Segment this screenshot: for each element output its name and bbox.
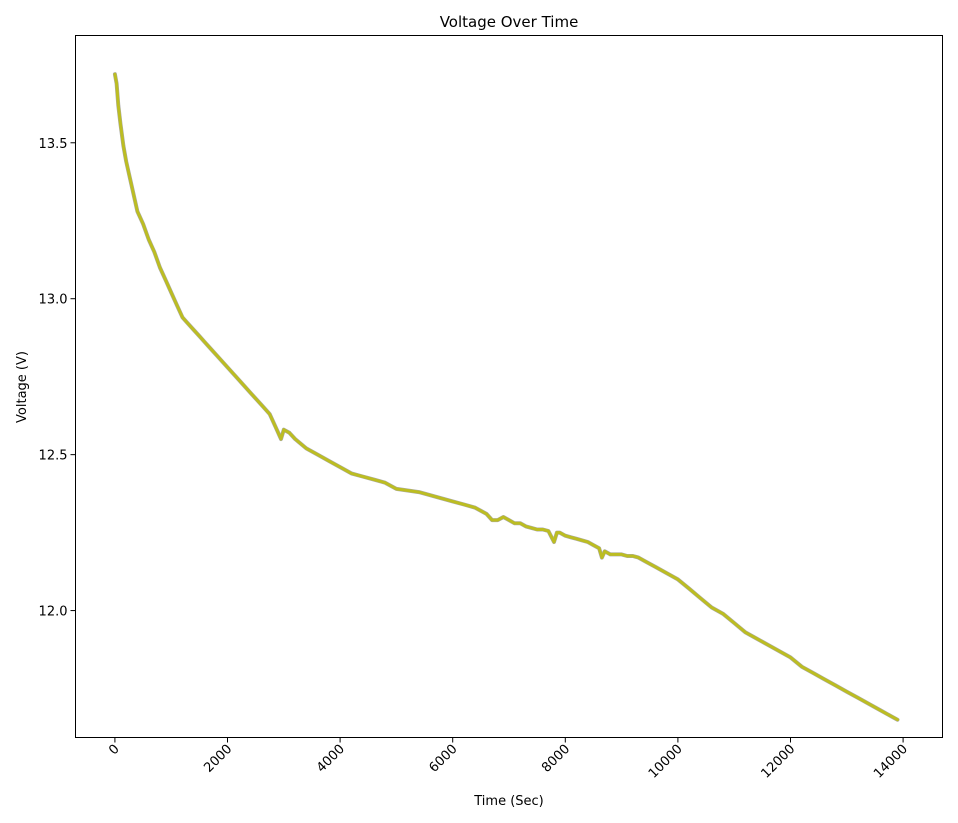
y-tick-label: 13.0	[39, 293, 68, 308]
x-tick-label: 10000	[646, 742, 686, 782]
x-tick-label: 6000	[427, 742, 461, 776]
y-tick-label: 13.5	[39, 137, 68, 152]
x-tick-label: 0	[106, 742, 122, 758]
x-axis-label: Time (Sec)	[473, 794, 544, 809]
y-axis: 12.0 12.5 13.0 13.5	[39, 137, 76, 620]
plot-area	[75, 35, 943, 738]
x-axis: 0 2000 4000 6000 8000 10000 12000 14000	[106, 737, 911, 782]
x-tick-label: 8000	[539, 742, 573, 776]
x-tick-label: 12000	[758, 742, 798, 782]
y-tick-label: 12.0	[39, 605, 68, 620]
plot-frame	[75, 35, 943, 738]
x-tick-label: 14000	[871, 742, 911, 782]
voltage-series-line	[113, 72, 899, 722]
x-tick-label: 4000	[314, 742, 348, 776]
x-tick-label: 2000	[201, 742, 235, 776]
voltage-series-shadow	[112, 72, 900, 722]
y-axis-label: Voltage (V)	[15, 351, 30, 423]
y-tick-label: 12.5	[39, 449, 68, 464]
chart-title: Voltage Over Time	[440, 13, 579, 31]
